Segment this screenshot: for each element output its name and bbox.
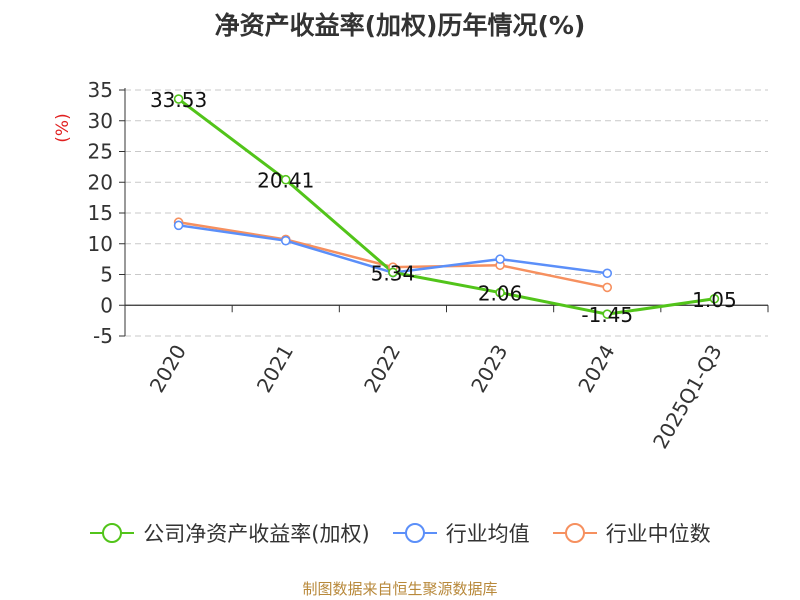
legend-marker-icon xyxy=(90,523,135,543)
data-label: 33.53 xyxy=(150,88,207,112)
series-points xyxy=(173,94,720,319)
legend-label: 行业均值 xyxy=(445,522,530,546)
x-tick-label: 2021 xyxy=(252,341,298,397)
data-label: 5.34 xyxy=(371,261,416,285)
y-tick-label: 5 xyxy=(100,263,113,287)
data-point xyxy=(495,254,505,264)
series-line xyxy=(177,97,715,316)
y-axis-label: (%) xyxy=(53,113,73,142)
legend-label: 行业中位数 xyxy=(605,522,711,546)
data-point xyxy=(495,287,505,298)
data-point xyxy=(388,267,398,278)
x-tick-label: 2020 xyxy=(145,341,191,397)
y-tick-label: -5 xyxy=(93,324,113,348)
x-tick-label: 2023 xyxy=(466,341,512,397)
data-point xyxy=(602,268,613,279)
y-tick-label: 10 xyxy=(88,232,113,256)
series-lines xyxy=(177,97,715,316)
data-label: 2.06 xyxy=(478,282,523,306)
y-tick-label: 0 xyxy=(100,293,113,317)
grid-lines xyxy=(125,89,768,337)
legend-item[interactable]: 行业中位数 xyxy=(552,518,711,548)
legend-item[interactable]: 公司净资产收益率(加权) xyxy=(89,518,370,548)
y-tick-label: 25 xyxy=(88,140,113,164)
data-labels: 33.53 20.41 5.34 2.06 -1.45 1.05 xyxy=(150,88,737,327)
y-tick-label: 15 xyxy=(88,201,113,225)
data-label: 20.41 xyxy=(257,169,314,193)
data-label: -1.45 xyxy=(581,303,633,327)
data-label: 1.05 xyxy=(692,288,737,312)
chart-title: 净资产收益率(加权)历年情况(%) xyxy=(214,11,586,40)
legend: 公司净资产收益率(加权) 行业均值 行业中位数 xyxy=(0,518,800,548)
x-tick-label: 2024 xyxy=(573,341,619,397)
legend-label: 公司净资产收益率(加权) xyxy=(143,522,370,546)
data-point xyxy=(173,220,184,231)
data-point xyxy=(602,282,613,293)
y-tick-label: 20 xyxy=(88,170,113,194)
legend-marker-icon xyxy=(552,523,597,543)
y-tick-label: 35 xyxy=(88,78,113,102)
data-point xyxy=(280,235,291,246)
data-point xyxy=(173,94,184,104)
legend-item[interactable]: 行业均值 xyxy=(392,518,530,548)
y-tick-label: 30 xyxy=(88,109,113,133)
legend-marker-icon xyxy=(392,523,437,543)
data-point xyxy=(280,174,291,185)
data-point xyxy=(709,293,720,304)
x-tick-label: 2025Q1-Q3 xyxy=(648,341,727,453)
source-note: 制图数据来自恒生聚源数据库 xyxy=(302,580,498,598)
data-point xyxy=(602,309,613,319)
x-tick-label: 2022 xyxy=(359,341,405,397)
